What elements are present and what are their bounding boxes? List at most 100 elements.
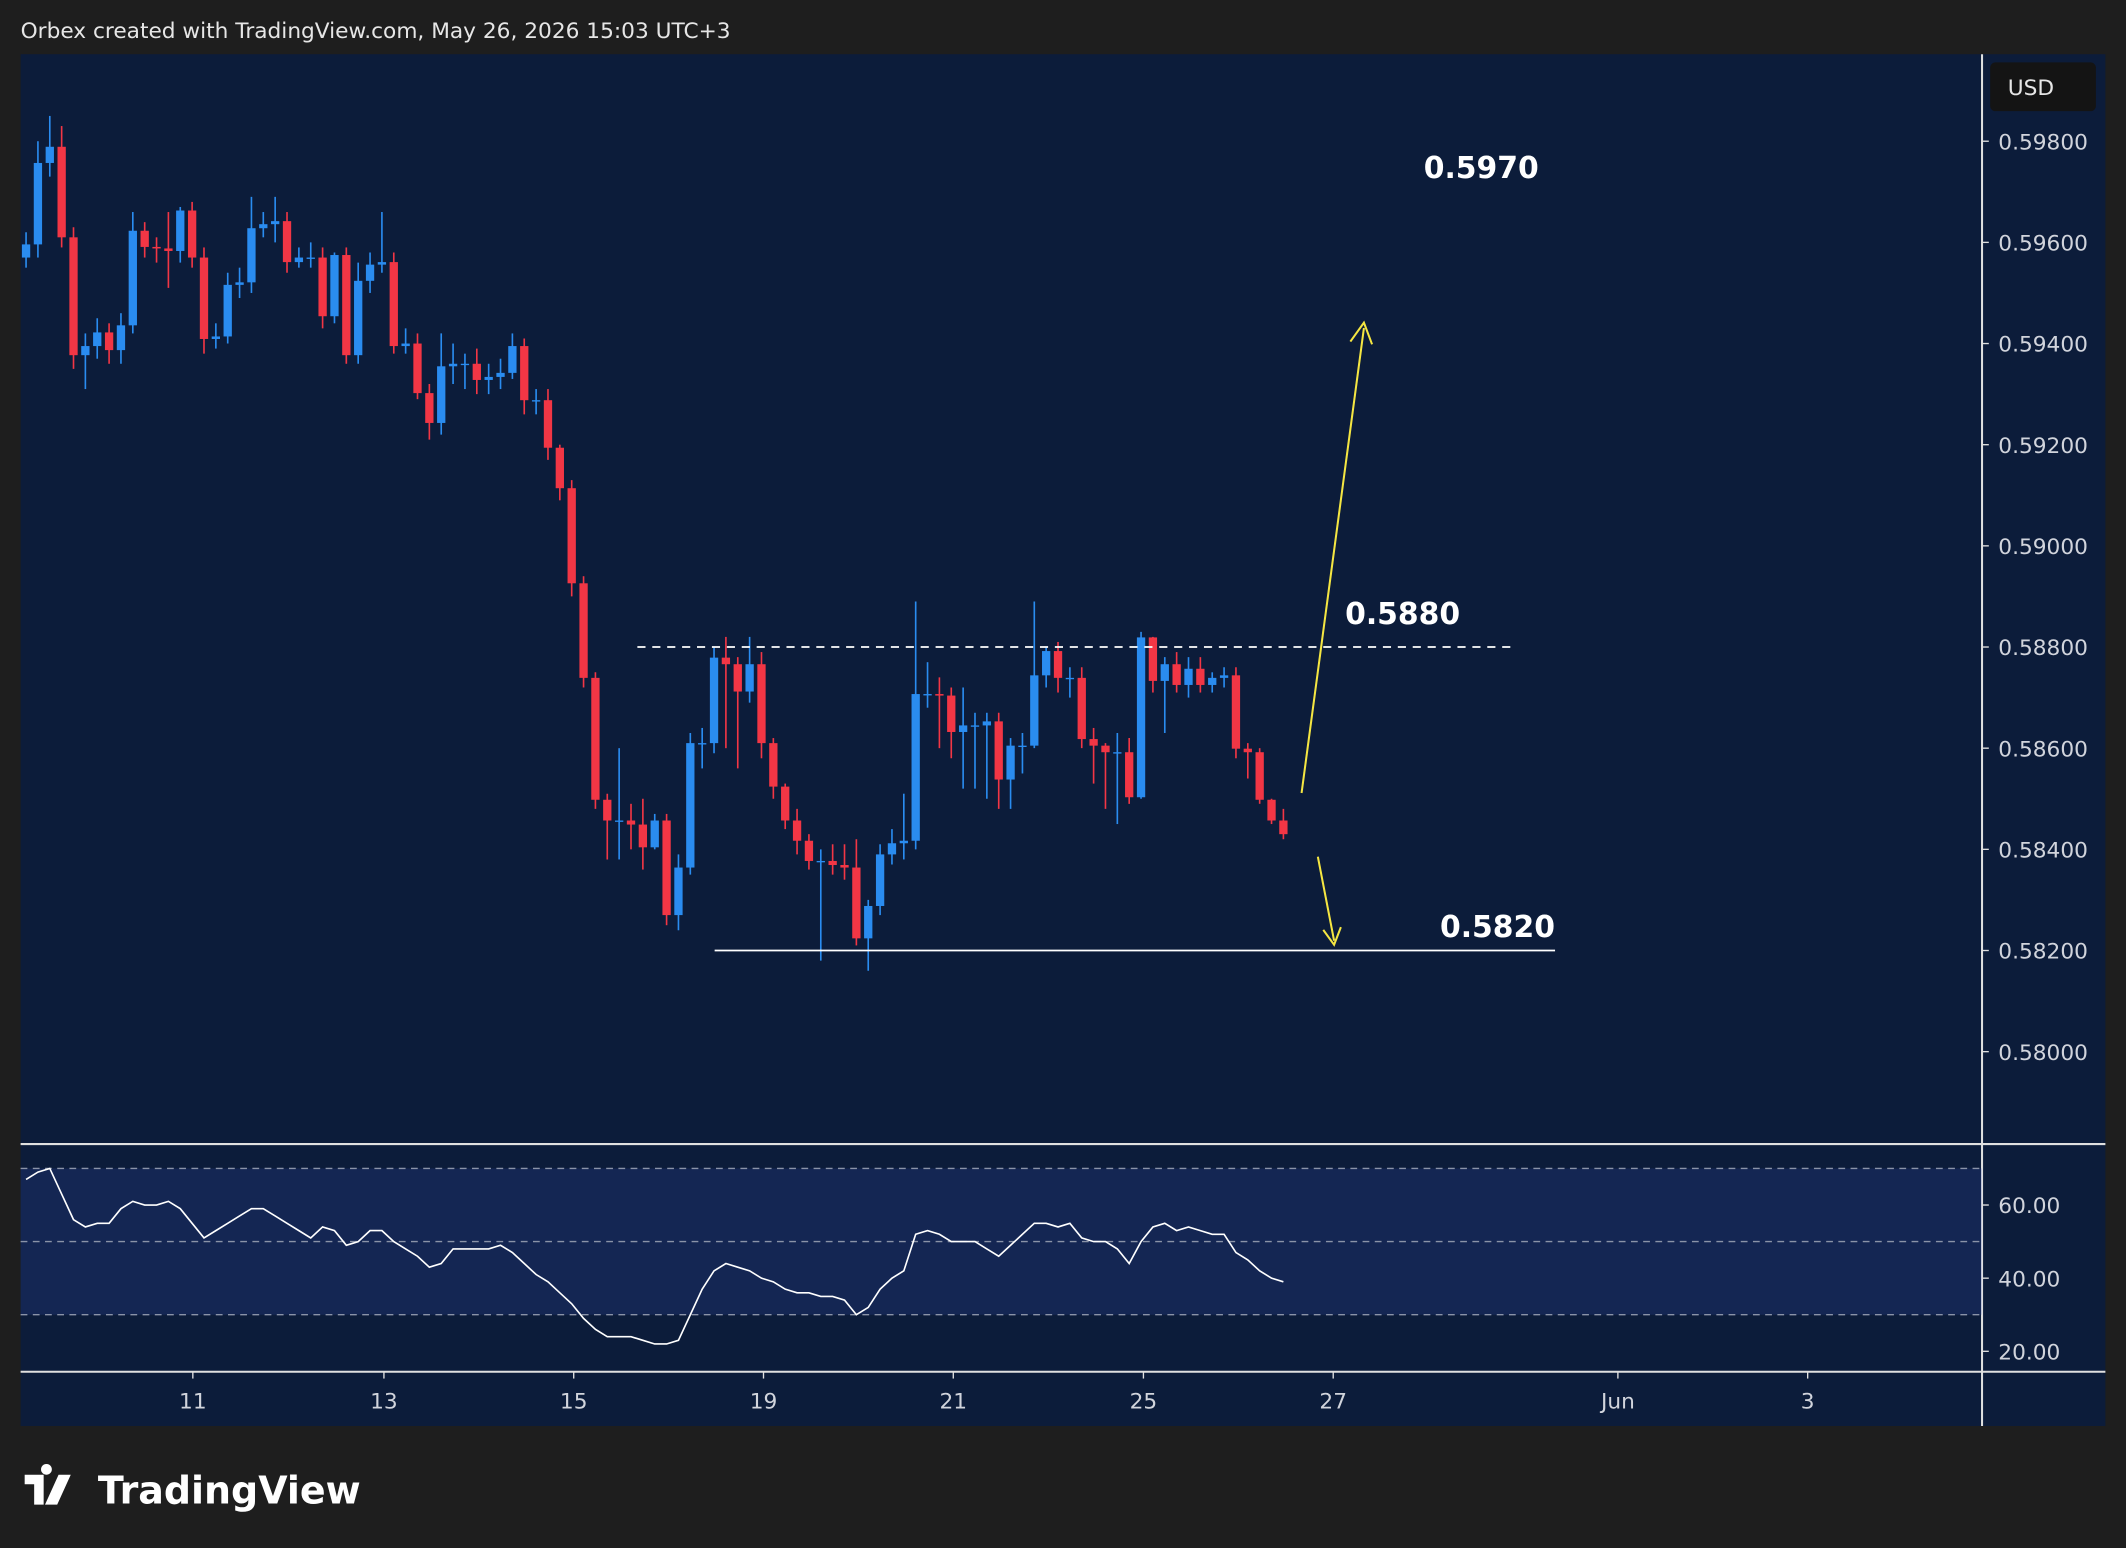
currency-badge xyxy=(1990,62,2096,112)
candle-body xyxy=(1042,651,1051,676)
candle-body xyxy=(282,221,292,263)
candle-body xyxy=(626,820,636,825)
candle-body xyxy=(662,820,671,916)
candle-body xyxy=(781,786,790,821)
candle-body xyxy=(1231,675,1241,749)
y-tick-label: 0.59200 xyxy=(1998,434,2088,459)
level-label: 0.5970 xyxy=(1424,151,1539,186)
candle-body xyxy=(733,664,742,692)
candle-body xyxy=(33,162,43,245)
candle-body xyxy=(1148,637,1158,681)
y-tick-label: 0.58600 xyxy=(1998,737,2088,762)
candle-body xyxy=(425,393,434,423)
candle-body xyxy=(294,257,304,263)
candle-body xyxy=(211,336,221,339)
y-tick-label: 0.59000 xyxy=(1998,535,2088,560)
candle-body xyxy=(567,488,576,584)
candle-body xyxy=(911,694,920,841)
candle-body xyxy=(603,799,612,821)
y-tick-label: 0.59800 xyxy=(1998,130,2088,155)
candle-body xyxy=(1184,668,1193,685)
candle-body xyxy=(318,257,327,317)
rsi-line xyxy=(25,1167,1284,1345)
candle-body xyxy=(614,820,624,822)
candle-body xyxy=(496,372,505,377)
up-arrowhead xyxy=(1349,320,1374,345)
candle-body xyxy=(1065,677,1075,680)
x-tick-label: 19 xyxy=(750,1389,778,1414)
up-arrow xyxy=(1300,327,1365,794)
candle-body xyxy=(816,860,825,863)
x-tick-label: 13 xyxy=(370,1389,398,1414)
candle-body xyxy=(21,244,31,258)
candle-body xyxy=(342,255,351,356)
candle-body xyxy=(887,843,897,855)
candle-body xyxy=(1089,739,1098,746)
candle-body xyxy=(460,363,470,366)
candle-body xyxy=(698,743,707,745)
candle-body xyxy=(792,820,802,841)
candle-body xyxy=(804,840,814,861)
candle-body xyxy=(709,657,719,744)
candle-body xyxy=(448,363,458,367)
x-tick-label: 21 xyxy=(939,1389,967,1414)
x-tick-label: 27 xyxy=(1319,1389,1347,1414)
candle-body xyxy=(591,677,600,800)
candle-body xyxy=(721,657,731,665)
candle-body xyxy=(401,343,410,347)
candle-body xyxy=(247,228,256,283)
candle-body xyxy=(935,694,944,696)
x-tick-label: Jun xyxy=(1599,1389,1635,1414)
y-tick-label: 0.58000 xyxy=(1998,1041,2088,1066)
candle-body xyxy=(152,246,161,249)
candle-body xyxy=(520,346,529,401)
candle-body xyxy=(69,237,78,356)
candle-body xyxy=(57,146,66,238)
candle-body xyxy=(306,257,315,259)
currency: USD xyxy=(2008,76,2054,101)
candle-body xyxy=(1101,745,1110,753)
candle-body xyxy=(93,332,102,347)
candle-body xyxy=(1196,668,1205,685)
candle-body xyxy=(1243,748,1252,753)
candle-body xyxy=(354,280,363,356)
axis-background xyxy=(1982,54,2106,1427)
candle-body xyxy=(437,366,446,423)
candle-body xyxy=(1172,664,1181,685)
header-text: Orbex created with TradingView.com, May … xyxy=(21,19,731,44)
candle-body xyxy=(650,820,659,848)
candle-body xyxy=(947,695,956,732)
candle-body xyxy=(745,664,754,692)
candle-body xyxy=(389,262,398,347)
candle-body xyxy=(994,721,1003,780)
candle-body xyxy=(235,282,244,285)
down-arrowhead xyxy=(1322,926,1342,947)
candle-body xyxy=(899,840,908,844)
candle-body xyxy=(116,325,126,351)
candle-body xyxy=(1219,675,1229,678)
candle-body xyxy=(164,248,173,251)
y-tick-label: 0.58400 xyxy=(1998,838,2088,863)
candle-body xyxy=(1279,820,1288,835)
x-tick-label: 11 xyxy=(179,1389,207,1414)
candle-body xyxy=(864,905,873,939)
y-tick-label: 0.58800 xyxy=(1998,636,2088,661)
candle-body xyxy=(923,694,932,696)
down-arrow xyxy=(1316,856,1336,941)
candle-body xyxy=(757,664,766,744)
candle-body xyxy=(271,221,280,225)
candle-body xyxy=(176,210,185,251)
candle-body xyxy=(543,400,553,448)
candle-body xyxy=(413,343,422,394)
candle-body xyxy=(1018,745,1027,748)
candle-body xyxy=(970,725,980,727)
candle-body xyxy=(828,860,837,866)
candle-body xyxy=(1160,664,1169,681)
candle-body xyxy=(875,854,885,906)
level-label: 0.5820 xyxy=(1440,910,1555,945)
logo: TradingView xyxy=(24,1463,361,1512)
candle-body xyxy=(508,346,517,373)
candle-body xyxy=(1255,752,1264,800)
